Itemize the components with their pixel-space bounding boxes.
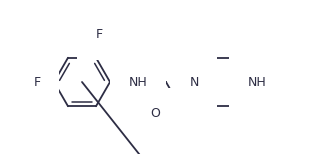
Text: NH: NH	[129, 75, 147, 89]
Text: F: F	[95, 28, 103, 41]
Text: N: N	[189, 75, 199, 89]
Text: NH: NH	[248, 75, 267, 89]
Text: F: F	[34, 75, 40, 89]
Text: O: O	[150, 107, 160, 120]
